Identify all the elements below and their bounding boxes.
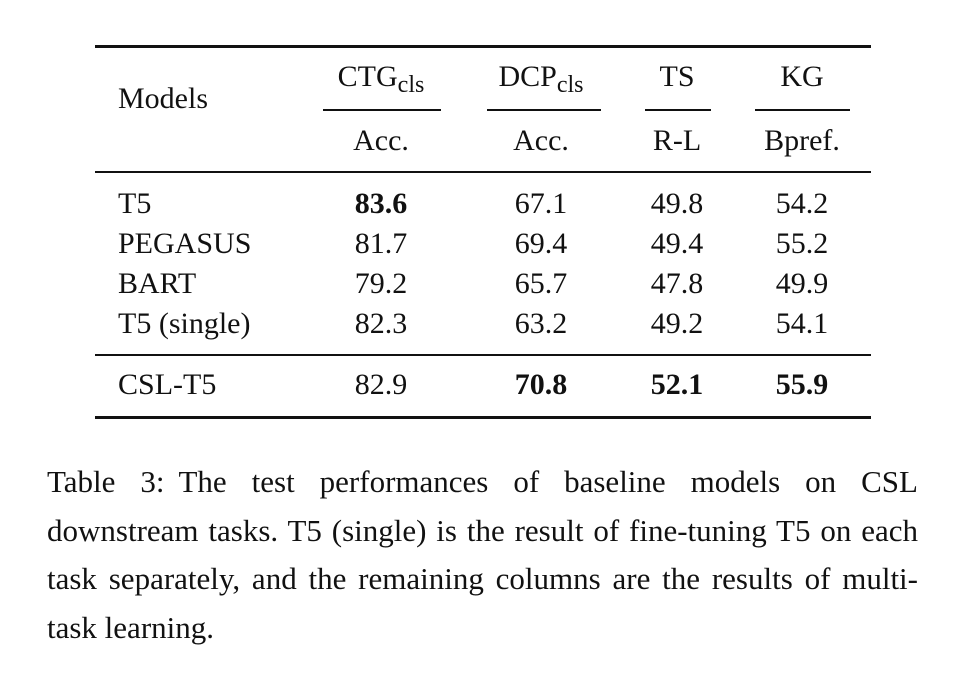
score-cell: 54.2 <box>775 187 829 220</box>
score-cell: 70.8 <box>514 368 568 401</box>
score-cell: 55.9 <box>775 368 829 401</box>
group-name: DCP <box>498 60 557 93</box>
group-name: TS <box>659 60 695 93</box>
group-underline <box>323 109 441 111</box>
score-cell: 81.7 <box>354 227 408 260</box>
model-name: CSL-T5 <box>118 368 217 401</box>
group-subscript: cls <box>397 72 425 98</box>
top-rule <box>95 45 871 48</box>
header-rule <box>95 171 871 173</box>
model-name: BART <box>118 267 197 300</box>
score-cell: 65.7 <box>514 267 568 300</box>
score-cell: 83.6 <box>354 187 408 220</box>
metric-header: Bpref. <box>764 124 840 157</box>
score-cell: 82.9 <box>354 368 408 401</box>
score-cell: 49.4 <box>650 227 704 260</box>
group-name: KG <box>780 60 824 93</box>
score-cell: 47.8 <box>650 267 704 300</box>
score-cell: 55.2 <box>775 227 829 260</box>
score-cell: 49.8 <box>650 187 704 220</box>
score-cell: 82.3 <box>354 307 408 340</box>
model-name: T5 <box>118 187 152 220</box>
score-cell: 54.1 <box>775 307 829 340</box>
group-rule <box>95 354 871 356</box>
bottom-rule <box>95 416 871 419</box>
model-name: PEGASUS <box>118 227 252 260</box>
group-underline <box>487 109 601 111</box>
score-cell: 63.2 <box>514 307 568 340</box>
score-cell: 67.1 <box>514 187 568 220</box>
caption-label: Table 3: <box>47 464 165 499</box>
group-subscript: cls <box>556 72 584 98</box>
caption: Table 3: The test performances of baselin… <box>47 458 918 652</box>
score-cell: 49.9 <box>775 267 829 300</box>
group-underline <box>755 109 850 111</box>
score-cell: 52.1 <box>650 368 704 401</box>
score-cell: 69.4 <box>514 227 568 260</box>
group-header: TS <box>659 62 694 92</box>
metric-header: Acc. <box>353 124 409 157</box>
metric-header: Acc. <box>513 124 569 157</box>
group-name: CTG <box>337 60 398 93</box>
score-cell: 79.2 <box>354 267 408 300</box>
caption-text: The test performances of baseline models… <box>47 464 918 645</box>
metric-header: R-L <box>652 124 702 157</box>
score-cell: 49.2 <box>650 307 704 340</box>
model-name: T5 (single) <box>118 307 251 340</box>
header-models: Models <box>118 82 208 115</box>
group-header: KG <box>780 62 823 92</box>
group-header: CTGcls <box>338 62 425 100</box>
group-underline <box>645 109 711 111</box>
group-header: DCPcls <box>498 62 583 100</box>
